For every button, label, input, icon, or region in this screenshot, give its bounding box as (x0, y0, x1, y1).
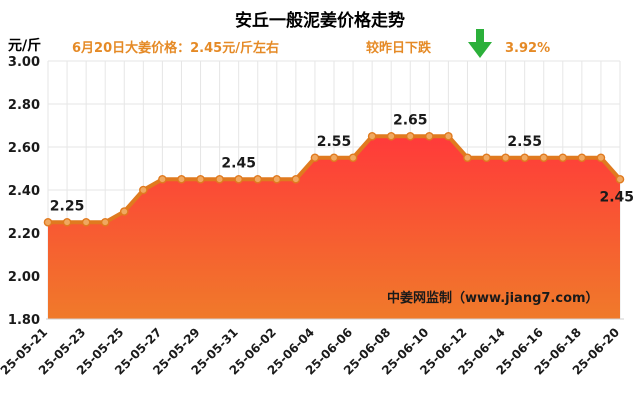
data-label: 2.65 (393, 112, 428, 128)
data-point (62, 217, 72, 227)
price-area (48, 136, 620, 319)
data-label: 2.25 (50, 198, 85, 214)
data-point (367, 131, 377, 141)
data-point (615, 174, 625, 184)
data-point (272, 174, 282, 184)
data-point (291, 174, 301, 184)
data-point (520, 153, 529, 163)
data-point (348, 153, 358, 163)
watermark: 中姜网监制（www.jiang7.com） (387, 290, 599, 306)
y-tick-label: 3.00 (8, 55, 40, 70)
y-axis-ticks: 1.80 2.00 2.20 2.40 2.60 2.80 3.00 (8, 55, 40, 328)
data-point (215, 174, 224, 184)
data-point (177, 174, 186, 184)
data-point (444, 131, 453, 141)
chart-title: 安丘一般泥姜价格走势 (235, 10, 405, 31)
data-markers (43, 131, 625, 227)
data-label: 2.55 (317, 134, 352, 150)
down-arrow-icon (468, 29, 492, 58)
subtitle-change-percent: 3.92% (505, 41, 550, 56)
data-point (558, 153, 568, 163)
data-point (234, 174, 243, 184)
data-point (139, 185, 148, 195)
y-tick-label: 2.00 (8, 270, 40, 285)
data-point (81, 217, 91, 227)
x-axis-ticks: 25-05-2125-05-2325-05-2525-05-2725-05-29… (0, 325, 622, 377)
data-point (482, 153, 491, 163)
data-label: 2.55 (507, 134, 542, 150)
data-point (100, 217, 110, 227)
data-point (596, 153, 606, 163)
y-tick-label: 2.20 (8, 227, 40, 242)
data-point (196, 174, 205, 184)
data-point (119, 207, 129, 216)
data-point (43, 217, 53, 227)
subtitle-price: 6月20日大姜价格：2.45元/斤左右 (72, 40, 279, 56)
y-tick-label: 1.80 (8, 313, 40, 328)
data-point (253, 174, 263, 184)
data-point (329, 153, 339, 163)
data-point (386, 131, 396, 141)
data-label: 2.45 (599, 189, 634, 205)
data-point (501, 153, 510, 163)
data-point (539, 153, 549, 163)
data-point (463, 153, 472, 163)
data-label: 2.45 (221, 155, 256, 171)
data-point (577, 153, 587, 163)
data-labels: 2.25 2.45 2.55 2.65 2.55 2.45 (50, 112, 634, 214)
data-point (310, 153, 320, 163)
y-axis-unit: 元/斤 (8, 37, 41, 54)
y-tick-label: 2.60 (8, 141, 40, 156)
data-point (425, 131, 434, 141)
subtitle-change: 较昨日下跌 (366, 40, 432, 56)
y-tick-label: 2.80 (8, 98, 40, 113)
data-point (405, 131, 415, 141)
y-tick-label: 2.40 (8, 184, 40, 199)
data-point (158, 174, 167, 184)
